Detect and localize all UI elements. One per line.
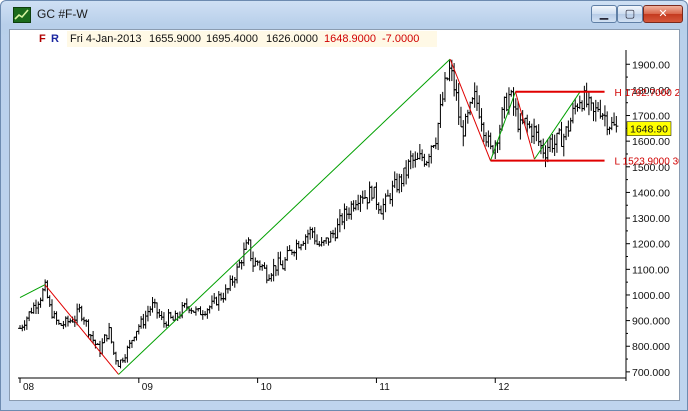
price-tick-label: 1600.00 [632, 136, 670, 148]
price-chart[interactable]: 1900.00 1800.00 1700.00 1600.00 1500.00 1400.… [10, 30, 679, 400]
swing-up-line [19, 284, 46, 298]
price-tick-label: 1900.00 [632, 59, 670, 71]
quote-change: -7.0000 [382, 33, 420, 45]
price-tick-label: 1000.00 [632, 290, 670, 302]
quote-low: 1626.0000 [266, 33, 318, 45]
last-price-badge [626, 121, 672, 136]
price-tick-label: 700.000 [632, 367, 670, 379]
price-tick-label: 1800.00 [632, 85, 670, 97]
quote-date: Fri 4-Jan-2013 [70, 33, 142, 45]
price-tick-label: 800.000 [632, 341, 670, 353]
time-tick-label: 09 [142, 382, 154, 393]
close-button[interactable]: ✕ [643, 5, 683, 23]
price-tick-label: 1400.00 [632, 187, 670, 199]
high-level-label: H 1792.7000 2Mar12 [615, 88, 679, 99]
r-toggle[interactable]: R [51, 33, 59, 45]
swing-up-line [490, 91, 516, 161]
chart-client-area[interactable]: 1900.00 1800.00 1700.00 1600.00 1500.00 1400.… [9, 29, 680, 401]
time-tick-label: 10 [261, 382, 273, 393]
quote-high: 1695.4000 [206, 33, 258, 45]
quote-open: 1655.9000 [149, 33, 201, 45]
swing-up-line [534, 92, 581, 160]
price-tick-label: 1700.00 [632, 111, 670, 123]
window-title: GC #F-W [37, 7, 88, 21]
time-tick-label: 12 [498, 382, 510, 393]
info-bar: F R Fri 4-Jan-2013 1655.9000 1695.4000 1… [10, 30, 679, 48]
time-tick-label: 11 [379, 382, 390, 393]
title-bar[interactable]: GC #F-W ▁ ▢ ✕ [1, 1, 687, 29]
chart-app-icon [13, 7, 31, 23]
price-tick-label: 1100.00 [632, 264, 669, 276]
quote-box [67, 31, 437, 47]
price-tick-label: 1200.00 [632, 239, 670, 251]
swing-up-line [118, 58, 451, 375]
price-tick-label: 1500.00 [632, 162, 670, 174]
swing-down-line [44, 284, 120, 375]
time-tick-label: 08 [23, 382, 35, 393]
price-tick-label: 900.000 [632, 316, 670, 328]
low-level-label: L 1523.9000 30Dec11 [615, 157, 679, 168]
last-price-label: 1648.90 [630, 124, 668, 136]
maximize-button[interactable]: ▢ [617, 5, 643, 23]
minimize-button[interactable]: ▁ [591, 5, 617, 23]
swing-down-line [514, 91, 535, 160]
price-tick-label: 1300.00 [632, 213, 670, 225]
quote-close: 1648.9000 [324, 33, 376, 45]
f-toggle[interactable]: F [39, 33, 46, 45]
swing-down-line [449, 58, 491, 161]
